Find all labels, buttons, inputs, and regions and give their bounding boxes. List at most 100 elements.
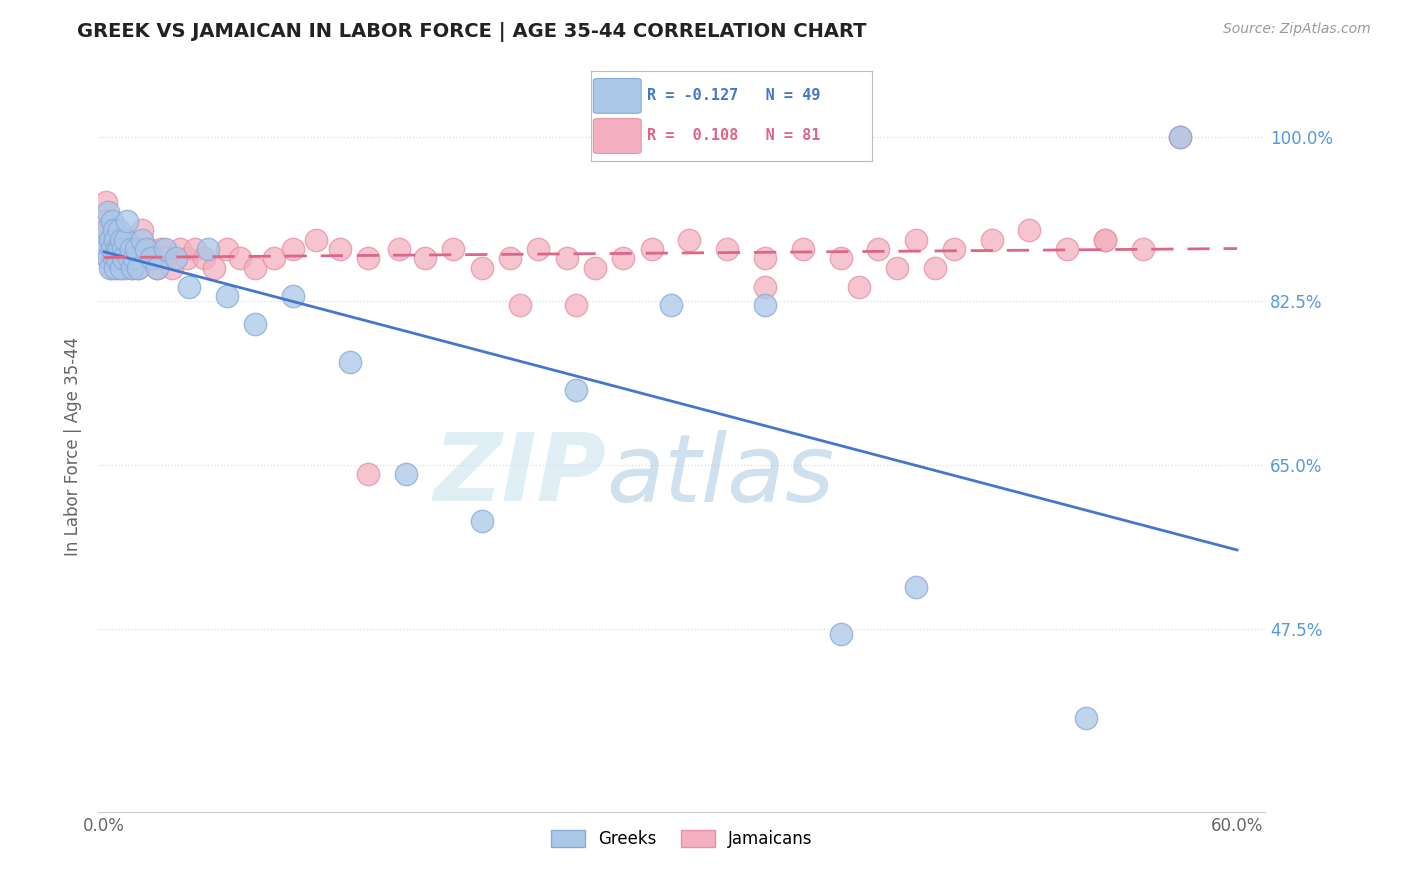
Point [555,252,578,266]
Point [131,223,153,237]
Point [114,260,136,275]
Point [94,214,117,228]
Point [339,354,361,368]
Point [281,242,304,256]
Point [105,242,128,256]
Point [357,252,380,266]
Point [97,252,120,266]
Point [121,260,143,275]
Point [97,223,120,237]
Point [127,260,149,275]
Point [120,242,142,256]
Point [329,242,352,256]
Point [830,626,852,640]
Point [193,252,215,266]
Point [120,252,142,266]
Legend: Greeks, Jamaicans: Greeks, Jamaicans [544,823,820,855]
Point [160,260,183,275]
Point [229,252,252,266]
Point [103,223,125,237]
Point [97,204,120,219]
Point [905,233,928,247]
Point [124,242,146,256]
Point [135,242,157,256]
Point [942,242,965,256]
Point [117,252,139,266]
Point [108,242,131,256]
Point [100,242,122,256]
Point [905,580,928,594]
Point [103,252,125,266]
Point [114,233,136,247]
Point [395,467,418,482]
Point [111,252,134,266]
Text: ZIP: ZIP [433,429,606,521]
Point [1132,242,1154,256]
Text: R = -0.127   N = 49: R = -0.127 N = 49 [647,88,820,103]
Point [612,252,634,266]
Point [100,260,122,275]
Point [471,514,494,528]
Point [104,260,127,275]
Text: R =  0.108   N = 81: R = 0.108 N = 81 [647,128,820,143]
Point [830,252,852,266]
Point [243,260,266,275]
Point [441,242,464,256]
Point [508,298,530,312]
Point [215,289,238,303]
Point [357,467,380,482]
Point [97,252,120,266]
Text: GREEK VS JAMAICAN IN LABOR FORCE | AGE 35-44 CORRELATION CHART: GREEK VS JAMAICAN IN LABOR FORCE | AGE 3… [77,22,868,42]
Point [1056,242,1078,256]
Point [111,242,134,256]
Point [792,242,814,256]
Point [924,260,946,275]
Point [1170,129,1192,144]
Point [111,252,134,266]
Point [98,233,121,247]
Point [183,242,205,256]
Point [527,242,550,256]
Point [176,252,198,266]
Point [263,252,285,266]
Point [110,233,132,247]
Point [138,242,160,256]
Point [583,260,606,275]
Point [565,298,588,312]
Point [117,242,139,256]
Point [111,242,134,256]
Point [281,289,304,303]
Point [169,242,191,256]
Point [108,223,131,237]
Point [142,252,165,266]
Point [1094,233,1116,247]
Point [98,233,121,247]
Point [108,260,131,275]
Point [471,260,494,275]
Point [115,214,138,228]
Point [413,252,436,266]
Point [1170,129,1192,144]
Point [146,260,169,275]
Point [94,195,117,210]
Point [1018,223,1040,237]
Point [135,252,157,266]
Point [304,233,326,247]
Point [110,260,132,275]
Point [1094,233,1116,247]
Point [104,233,127,247]
FancyBboxPatch shape [593,78,641,113]
Text: atlas: atlas [606,430,834,521]
Point [1074,711,1097,725]
Point [868,242,890,256]
Point [98,242,121,256]
Point [197,242,219,256]
Point [105,242,128,256]
Point [104,252,127,266]
Point [153,242,176,256]
Point [641,242,664,256]
Point [149,242,172,256]
Point [103,242,125,256]
Point [103,233,125,247]
Point [659,298,682,312]
